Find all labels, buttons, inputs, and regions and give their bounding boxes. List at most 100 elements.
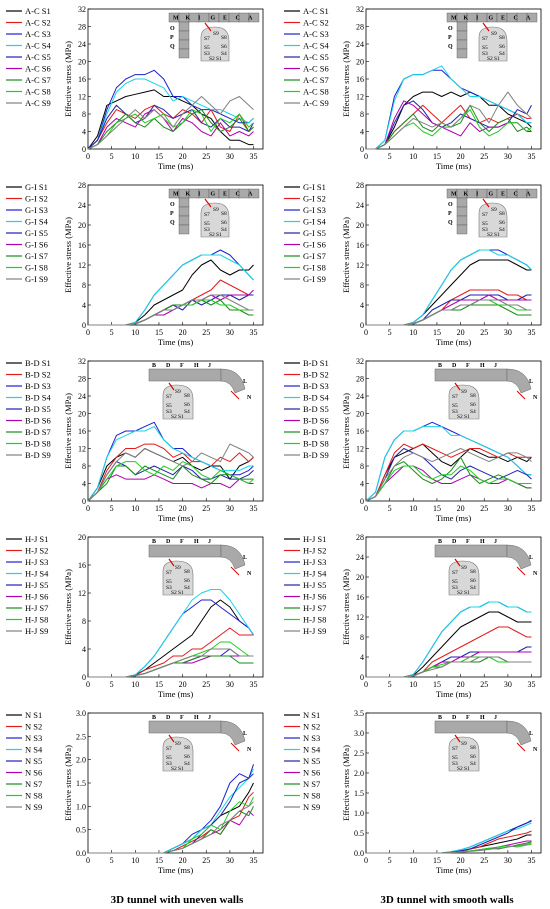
series-line [87,461,254,502]
inset-label: S8 [470,569,476,575]
legend-entry: G-I S7 [25,251,48,261]
x-axis-label: Time (ms) [158,865,194,875]
series-line [87,443,254,502]
inset-label: G [211,192,216,198]
tunnel-section [478,202,508,238]
y-tick-label: 16 [78,561,86,570]
legend-entry: G-I S7 [303,251,326,261]
legend-entry: H-J S9 [25,626,48,636]
y-tick-label: 8 [82,617,86,626]
x-tick-label: 10 [409,328,417,337]
inset-label: S8 [184,569,190,575]
inset-label: S3 [452,761,458,767]
series-line [88,648,254,678]
legend-entry: B-D S1 [25,358,51,368]
legend-entry: G-I S4 [25,217,49,227]
y-tick-label: 0.5 [76,826,86,835]
series-line [366,304,532,326]
series-line [366,259,532,326]
legend-entry: H-J S5 [25,580,48,590]
series-line [366,91,532,150]
panel-BD-smooth: B-D S1B-D S2B-D S3B-D S4B-D S5B-D S6B-D … [284,357,542,523]
y-tick-label: 3.0 [76,709,86,718]
x-tick-label: 5 [388,328,392,337]
panel-N-uneven: N S1N S2N S3N S4N S5N S6N S7N S8N S90.00… [6,709,264,875]
x-tick-label: 0 [364,504,368,513]
legend-entry: B-D S6 [303,416,329,426]
inset-label: N [533,395,538,401]
inset-label: P [170,211,174,217]
x-tick-label: 30 [504,680,512,689]
legend-entry: A-C S9 [25,98,51,108]
x-tick-label: 15 [433,680,441,689]
y-tick-label: 32 [356,5,364,14]
inset-label: S2 [487,232,493,238]
y-tick-label: 20 [356,221,364,230]
legend-entry: N S2 [303,722,320,732]
inset-label: S7 [482,36,488,42]
series-line [87,474,254,502]
inset-label: S4 [470,585,476,591]
legend-entry: A-C S3 [303,29,329,39]
series-line [366,289,532,326]
inset-label: D [452,363,457,369]
legend-entry: G-I S2 [303,194,326,204]
x-tick-label: 35 [528,152,536,161]
legend-entry: N S8 [25,791,42,801]
inset-label: D [452,539,457,545]
inset-label: J [494,715,497,721]
inset-label: F [180,715,184,721]
inset-label: G [489,192,494,198]
x-tick-label: 5 [388,504,392,513]
legend-entry: N S9 [25,802,42,812]
inset-label: S5 [166,755,172,761]
x-tick-label: 0 [86,152,90,161]
legend-entry: B-D S6 [25,416,51,426]
x-tick-label: 5 [110,680,114,689]
y-tick-label: 12 [78,589,86,598]
series-line [88,641,254,678]
x-tick-label: 5 [388,152,392,161]
x-tick-label: 25 [202,856,210,865]
y-axis-label: Effective stress (MPa) [63,41,73,117]
inset-label: S8 [184,745,190,751]
inset-label: S9 [175,741,181,747]
legend-entry: N S6 [303,768,320,778]
series-line [366,656,532,678]
y-tick-label: 4 [82,645,86,654]
y-tick-label: 12 [78,445,86,454]
inset-cell [178,48,190,59]
y-tick-label: 12 [356,93,364,102]
inset-label: L [529,555,533,561]
legend-entry: A-C S5 [25,52,51,62]
inset-cell [526,12,538,23]
series-line [366,299,532,326]
inset-cell [178,39,190,50]
inset-label: B [152,363,156,369]
inset-cell [178,21,190,32]
x-axis-label: Time (ms) [436,689,472,699]
series-line [87,96,254,150]
y-tick-label: 16 [356,427,364,436]
x-tick-label: 35 [528,680,536,689]
legend-entry: A-C S5 [303,52,329,62]
inset-cell [178,30,190,41]
series-line [87,461,254,502]
inset-label: S9 [175,389,181,395]
plot-frame [87,184,264,326]
x-tick-label: 5 [388,856,392,865]
inset-label: S2 [171,414,177,420]
x-tick-label: 25 [480,856,488,865]
inset-label: S6 [499,44,505,50]
inset-label: M [173,192,179,198]
x-tick-label: 30 [226,504,234,513]
legend-entry: H-J S8 [25,615,48,625]
inset-label: S7 [166,394,172,400]
inset-label: S6 [184,578,190,584]
x-tick-label: 20 [457,328,465,337]
inset-label: S1 [216,232,222,238]
legend-entry: G-I S1 [303,182,326,192]
y-tick-label: 32 [78,5,86,14]
inset-cell [456,224,468,235]
